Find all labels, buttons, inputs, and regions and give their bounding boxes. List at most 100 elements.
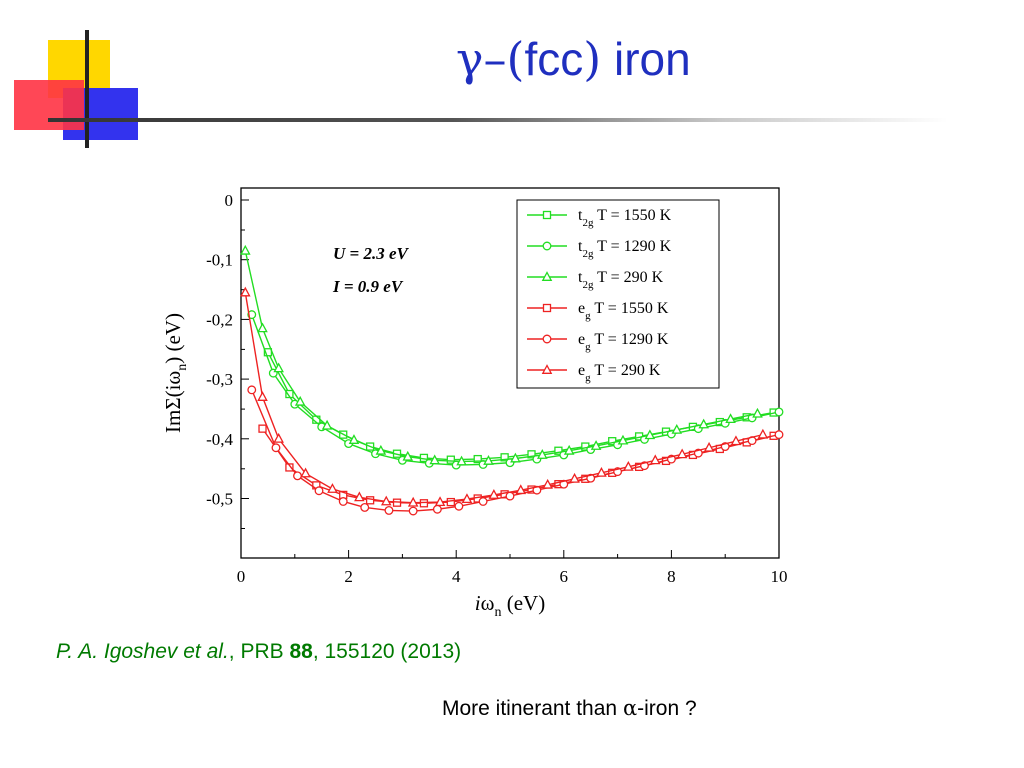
series-eg-5 bbox=[247, 385, 784, 516]
y-label-sub: n bbox=[175, 364, 190, 371]
legend-item: t2g T = 1550 K bbox=[527, 207, 672, 229]
citation-rest: , 155120 (2013) bbox=[312, 640, 462, 663]
data-point bbox=[327, 483, 338, 493]
x-tick-label: 6 bbox=[560, 567, 569, 586]
data-point bbox=[446, 455, 455, 464]
x-tick-label: 4 bbox=[452, 567, 461, 586]
data-point bbox=[590, 440, 602, 450]
data-point bbox=[429, 454, 440, 465]
data-point bbox=[293, 471, 302, 481]
data-point bbox=[273, 432, 284, 443]
data-point bbox=[384, 505, 394, 515]
legend-item: eg T = 1290 K bbox=[527, 331, 669, 353]
data-point bbox=[505, 491, 515, 501]
data-point bbox=[623, 460, 634, 471]
y-tick-label: -0,4 bbox=[206, 430, 233, 449]
legend-entries: t2g T = 1550 K t2g T = 1290 K t2g T = 290 … bbox=[527, 207, 672, 384]
legend-swatch-marker bbox=[541, 364, 553, 374]
data-point bbox=[563, 444, 575, 455]
data-point bbox=[725, 413, 736, 424]
data-point bbox=[360, 503, 370, 512]
data-point bbox=[757, 428, 769, 439]
x-tick-label: 8 bbox=[667, 567, 676, 586]
y-tick-label: -0,3 bbox=[206, 370, 233, 389]
x-tick-label: 10 bbox=[771, 567, 788, 586]
data-point bbox=[258, 424, 267, 433]
y-label-end: ) (eV) bbox=[161, 313, 185, 364]
citation-journal: , PRB bbox=[228, 640, 290, 663]
x-label-unit: (eV) bbox=[501, 591, 545, 615]
data-point bbox=[703, 441, 715, 452]
data-point bbox=[676, 448, 688, 459]
title-iron: iron bbox=[601, 33, 691, 85]
data-point bbox=[446, 497, 455, 507]
data-point bbox=[730, 435, 742, 446]
data-point bbox=[515, 484, 527, 495]
data-point bbox=[314, 486, 324, 496]
data-point bbox=[434, 496, 446, 507]
legend-label: eg T = 290 K bbox=[578, 362, 661, 384]
data-point bbox=[536, 449, 548, 459]
x-tick-label: 2 bbox=[344, 567, 353, 586]
data-point bbox=[478, 497, 488, 506]
data-point bbox=[365, 496, 375, 505]
legend-item: t2g T = 290 K bbox=[527, 269, 664, 291]
legend-swatch-marker bbox=[542, 334, 552, 344]
y-tick-label: -0,5 bbox=[206, 490, 233, 509]
slide-title: γ–(fcc) iron bbox=[456, 32, 691, 86]
annotation-i: I = 0.9 eV bbox=[332, 277, 404, 296]
data-point bbox=[554, 446, 563, 455]
title-paren-close: ) bbox=[583, 32, 602, 86]
data-point bbox=[338, 497, 348, 506]
data-point bbox=[354, 491, 365, 502]
data-point bbox=[483, 455, 494, 465]
legend-swatch-marker bbox=[541, 271, 553, 281]
x-axis-label: iωn (eV) bbox=[475, 591, 545, 620]
legend-swatch-marker bbox=[542, 241, 552, 251]
data-point bbox=[407, 496, 419, 507]
data-point bbox=[294, 395, 306, 406]
data-point bbox=[500, 453, 509, 462]
series-t2g-3 bbox=[240, 244, 763, 466]
data-point bbox=[456, 455, 467, 466]
data-point bbox=[263, 348, 273, 357]
data-point bbox=[527, 450, 536, 459]
data-point bbox=[596, 466, 607, 477]
data-point bbox=[257, 391, 268, 401]
title-divider bbox=[48, 118, 948, 122]
legend-swatch-marker bbox=[542, 210, 552, 220]
x-tick-label: 0 bbox=[237, 567, 246, 586]
data-point bbox=[271, 443, 281, 453]
legend-item: eg T = 290 K bbox=[527, 362, 661, 384]
x-label-sub: n bbox=[494, 605, 501, 620]
data-point bbox=[419, 499, 429, 508]
legend-item: eg T = 1550 K bbox=[527, 300, 669, 322]
y-tick-label: -0,1 bbox=[206, 251, 233, 270]
y-tick-label: -0,2 bbox=[206, 310, 233, 329]
legend-label: eg T = 1550 K bbox=[578, 300, 669, 322]
series-layer bbox=[240, 244, 784, 516]
logo-vertical-line bbox=[85, 30, 89, 148]
logo-red-square bbox=[14, 80, 84, 130]
legend-label: t2g T = 1290 K bbox=[578, 238, 672, 260]
data-point bbox=[348, 434, 360, 444]
data-point bbox=[285, 463, 294, 472]
data-point bbox=[300, 467, 311, 478]
title-paren-open: ( bbox=[506, 32, 525, 86]
data-point bbox=[473, 454, 482, 464]
y-tick-label: 0 bbox=[225, 191, 234, 210]
citation-authors: P. A. Igoshev et al. bbox=[56, 640, 229, 663]
data-point bbox=[774, 430, 784, 440]
data-point bbox=[488, 489, 500, 499]
data-point bbox=[569, 472, 580, 483]
note-text-after: -iron ? bbox=[637, 697, 697, 720]
note-text-before: More itinerant than bbox=[442, 697, 623, 720]
data-point bbox=[774, 407, 784, 417]
self-energy-chart: 0 2 4 6 8 10 0 -0,1 -0,2 -0,3 -0,4 -0,5 ImΣ(iωn) (e… bbox=[161, 187, 788, 620]
y-axis-label: ImΣ(iωn) (eV) bbox=[161, 313, 190, 433]
legend-label: t2g T = 290 K bbox=[578, 269, 664, 291]
data-point bbox=[402, 450, 414, 461]
data-point bbox=[408, 506, 418, 516]
data-point bbox=[644, 429, 656, 440]
title-gamma: γ– bbox=[456, 32, 507, 86]
